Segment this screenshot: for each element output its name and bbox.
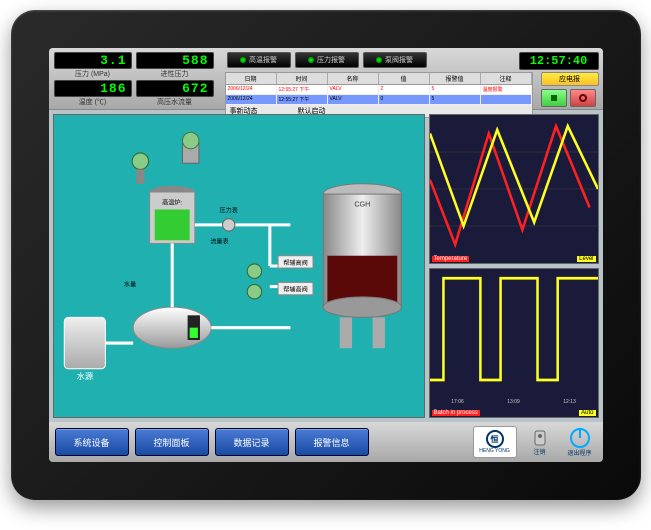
pid-svg: 水源 高温炉: 压力表 bbox=[54, 115, 424, 417]
logout-button[interactable]: 注销 bbox=[523, 425, 557, 459]
alarm-row: 高温报警 压力报警 泵阀报警 bbox=[227, 52, 427, 68]
exit-button[interactable]: 退出程序 bbox=[563, 425, 597, 459]
nav-system[interactable]: 系统设备 bbox=[55, 428, 129, 456]
lcd-temp: 186 bbox=[54, 80, 132, 97]
svg-text:流量表: 流量表 bbox=[210, 237, 228, 245]
brand-logo: 恒 HENG YONG bbox=[473, 426, 517, 458]
stop-button[interactable] bbox=[570, 89, 596, 107]
process-diagram[interactable]: 水源 高温炉: 压力表 bbox=[53, 114, 425, 418]
led-icon bbox=[376, 57, 382, 63]
clock-display: 12:57:40 bbox=[519, 52, 599, 70]
svg-text:压力表: 压力表 bbox=[219, 207, 237, 215]
legend-batch: Batch in process bbox=[432, 410, 480, 416]
table-row[interactable]: 2006/12/2412:55:27 下午VALV05 bbox=[226, 95, 532, 105]
chart-panel: Temperature Level 17:0613:0912:13 Batch … bbox=[429, 114, 599, 418]
alarm-pump[interactable]: 泵阀报警 bbox=[363, 52, 427, 68]
lcd-pressure: 3.1 bbox=[54, 52, 132, 69]
table-row[interactable]: 2006/12/2412:55:27 下午VALV25温度报警 bbox=[226, 85, 532, 95]
svg-text:帮辅高阀: 帮辅高阀 bbox=[283, 286, 308, 294]
lcd-flow: 672 bbox=[136, 80, 214, 97]
lcd-inlet: 588 bbox=[136, 52, 214, 69]
svg-text:帮辅高阀: 帮辅高阀 bbox=[283, 259, 308, 267]
hmi-screen: 3.1压力 (MPa) 588进性压力 186温度 (℃) 672高压水流量 高… bbox=[49, 48, 603, 462]
svg-text:高温炉:: 高温炉: bbox=[162, 198, 182, 206]
bottom-nav: 系统设备 控制面板 数据记录 报警信息 恒 HENG YONG 注销 退出程序 bbox=[49, 422, 603, 462]
legend-level: Level bbox=[577, 256, 595, 262]
svg-text:CGH: CGH bbox=[354, 199, 370, 208]
user-icon bbox=[531, 429, 549, 447]
readout-grid: 3.1压力 (MPa) 588进性压力 186温度 (℃) 672高压水流量 bbox=[53, 52, 215, 105]
legend-auto: Auto bbox=[579, 410, 595, 416]
trend-chart-1[interactable]: Temperature Level bbox=[429, 114, 599, 264]
trend-chart-2[interactable]: 17:0613:0912:13 Batch in process Auto bbox=[429, 268, 599, 418]
nav-data[interactable]: 数据记录 bbox=[215, 428, 289, 456]
top-status-bar: 3.1压力 (MPa) 588进性压力 186温度 (℃) 672高压水流量 高… bbox=[49, 48, 603, 110]
main-area: 水源 高温炉: 压力表 bbox=[49, 110, 603, 422]
svg-text:水源: 水源 bbox=[76, 371, 92, 381]
legend-temperature: Temperature bbox=[432, 256, 470, 262]
led-icon bbox=[308, 57, 314, 63]
power-icon bbox=[570, 428, 590, 448]
emergency-button[interactable]: 应电报 bbox=[541, 72, 599, 86]
svg-text:水量: 水量 bbox=[123, 281, 135, 289]
nav-control[interactable]: 控制面板 bbox=[135, 428, 209, 456]
alarm-pressure[interactable]: 压力报警 bbox=[295, 52, 359, 68]
led-icon bbox=[240, 57, 246, 63]
tablet-frame: 3.1压力 (MPa) 588进性压力 186温度 (℃) 672高压水流量 高… bbox=[11, 10, 641, 500]
start-button[interactable] bbox=[541, 89, 567, 107]
nav-alarm[interactable]: 报警信息 bbox=[295, 428, 369, 456]
alarm-high-temp[interactable]: 高温报警 bbox=[227, 52, 291, 68]
